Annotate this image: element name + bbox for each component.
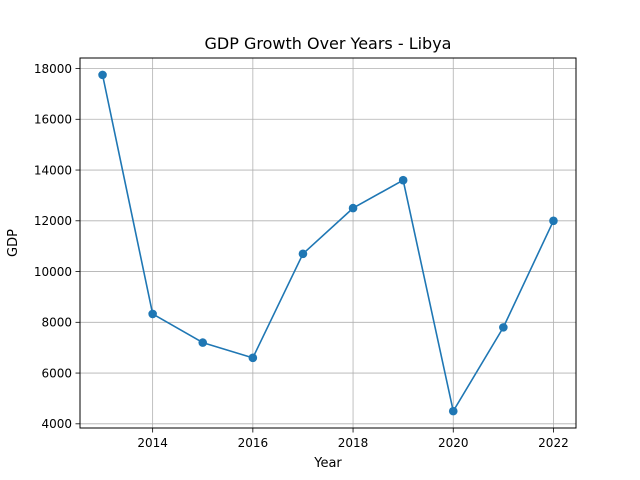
series-line [101, 74, 555, 412]
x-tick-label: 2020 [438, 436, 469, 450]
x-tick-label: 2014 [137, 436, 168, 450]
x-axis-ticks: 2014 2016 2018 2020 2022 [137, 428, 569, 450]
y-tick-label: 6000 [41, 366, 72, 380]
x-tick-label: 2018 [338, 436, 369, 450]
data-point [148, 309, 157, 319]
data-point [398, 175, 408, 185]
data-point [448, 406, 458, 416]
data-point [98, 70, 107, 80]
chart-title: GDP Growth Over Years - Libya [205, 34, 452, 53]
y-tick-label: 4000 [41, 417, 72, 431]
grid-lines [80, 58, 576, 428]
y-tick-label: 10000 [34, 265, 72, 279]
data-point [348, 203, 358, 213]
series-gdp [98, 70, 558, 416]
plot-frame [79, 57, 577, 429]
x-axis-label: Year [313, 456, 342, 471]
data-point [298, 249, 308, 259]
y-axis-label: GDP [6, 229, 21, 257]
data-point [248, 353, 258, 363]
data-point [499, 323, 508, 332]
plot-area [80, 58, 576, 428]
x-tick-label: 2022 [538, 436, 569, 450]
data-point [549, 216, 558, 226]
data-point [198, 338, 208, 347]
y-tick-label: 18000 [34, 62, 72, 76]
y-tick-label: 14000 [34, 163, 72, 177]
y-tick-label: 8000 [41, 316, 72, 330]
y-tick-label: 16000 [34, 113, 72, 127]
y-axis-ticks: 4000 6000 8000 10000 12000 14000 16000 18000 [34, 62, 80, 431]
x-tick-label: 2016 [238, 436, 269, 450]
y-tick-label: 12000 [34, 214, 72, 228]
